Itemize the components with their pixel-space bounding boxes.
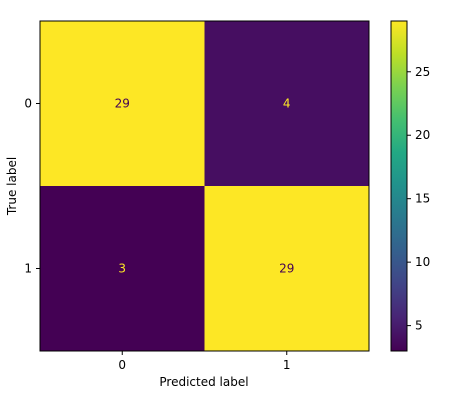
colorbar-gradient (391, 21, 407, 351)
y-tick-label: 0 (24, 97, 32, 111)
cell-value-label: 29 (279, 262, 294, 276)
x-axis-label: Predicted label (159, 375, 248, 389)
heatmap-cell (40, 21, 205, 186)
plot-frame (39, 20, 370, 352)
heatmap-cells: 29 4 3 29 (40, 21, 369, 351)
heatmap-cell (204, 21, 369, 186)
colorbar-tick-label: 20 (415, 128, 430, 142)
cell-value-label: 29 (115, 97, 130, 111)
colorbar-frame (390, 20, 408, 352)
x-tick-label: 1 (283, 358, 291, 372)
x-tick-label: 0 (118, 358, 126, 372)
colorbar-tick-label: 5 (415, 319, 423, 333)
colorbar-tick-label: 10 (415, 255, 430, 269)
heatmap-cell (204, 186, 369, 351)
colorbar-ticks: 5 10 15 20 25 (407, 65, 430, 333)
heatmap-cell (40, 186, 205, 351)
y-axis-label: True label (5, 157, 19, 216)
cell-value-label: 3 (118, 262, 126, 276)
y-tick-label: 1 (24, 262, 32, 276)
cell-value-label: 4 (283, 97, 291, 111)
colorbar-tick-label: 15 (415, 192, 430, 206)
colorbar: 5 10 15 20 25 (390, 20, 430, 352)
y-axis-ticks: 01 (24, 97, 40, 276)
colorbar-tick-label: 25 (415, 65, 430, 79)
